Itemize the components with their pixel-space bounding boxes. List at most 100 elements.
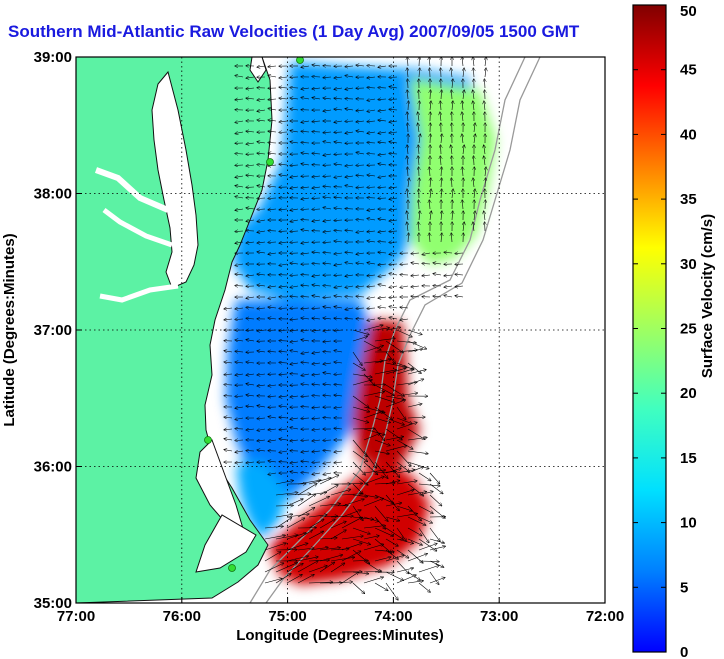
- velocity-arrow: [297, 548, 314, 551]
- velocity-arrow: [430, 189, 431, 199]
- plot-area: 77:00 76:00 75:00 74:00 73:00 72:00 39:00 38:0…: [1, 49, 624, 644]
- velocity-arrow: [400, 319, 409, 320]
- velocity-arrow: [396, 369, 414, 375]
- velocity-arrow: [268, 297, 277, 299]
- velocity-arrow: [389, 132, 398, 133]
- velocity-arrow: [374, 359, 391, 364]
- velocity-arrow: [235, 374, 244, 375]
- velocity-arrow: [389, 109, 398, 110]
- velocity-arrow: [334, 384, 343, 385]
- velocity-arrow: [323, 307, 332, 308]
- colorbar-tick-label: 25: [680, 321, 697, 338]
- velocity-arrow: [246, 307, 255, 308]
- velocity-arrow: [334, 307, 343, 308]
- velocity-arrow: [330, 489, 351, 496]
- velocity-arrow: [374, 557, 391, 562]
- velocity-arrow: [407, 467, 424, 474]
- velocity-arrow: [334, 121, 343, 122]
- velocity-arrow: [286, 533, 306, 540]
- velocity-arrow: [356, 263, 365, 264]
- velocity-arrow: [279, 264, 288, 266]
- velocity-arrow: [418, 561, 439, 562]
- velocity-arrow: [418, 544, 437, 551]
- velocity-arrow: [301, 198, 310, 199]
- velocity-arrow: [224, 351, 233, 352]
- velocity-arrow: [323, 110, 332, 111]
- velocity-arrow: [301, 396, 310, 397]
- river-york-james: [99, 283, 179, 303]
- velocity-arrow: [451, 90, 452, 100]
- velocity-arrow: [484, 101, 485, 111]
- velocity-arrow: [363, 461, 378, 475]
- velocity-arrow: [279, 396, 288, 397]
- velocity-arrow: [389, 209, 398, 210]
- velocity-arrow: [444, 252, 453, 253]
- velocity-arrow: [374, 439, 390, 446]
- grid-lines: [76, 57, 605, 603]
- velocity-arrow: [396, 568, 413, 573]
- velocity-arrow: [356, 131, 365, 132]
- velocity-arrow: [246, 362, 255, 363]
- velocity-arrow: [462, 200, 463, 210]
- velocity-arrow: [224, 439, 233, 440]
- velocity-arrow: [430, 90, 431, 100]
- velocity-arrow: [341, 517, 362, 529]
- colorbar-tick-label: 35: [680, 191, 697, 208]
- colorbar-tick-label: 30: [680, 256, 697, 273]
- velocity-arrow: [473, 90, 474, 100]
- velocity-arrow: [367, 219, 376, 221]
- velocity-arrow: [268, 440, 277, 441]
- velocity-arrow: [290, 142, 299, 143]
- velocity-arrow: [301, 340, 310, 341]
- velocity-arrow: [301, 164, 310, 165]
- velocity-arrow: [352, 495, 368, 497]
- velocity-arrow: [352, 373, 372, 377]
- velocity-arrow: [408, 178, 409, 188]
- velocity-arrow: [385, 494, 399, 511]
- velocity-arrow: [396, 329, 412, 337]
- velocity-arrow: [323, 154, 332, 155]
- velocity-arrow: [345, 76, 354, 78]
- velocity-arrow: [385, 340, 403, 353]
- velocity-arrow: [257, 66, 266, 67]
- velocity-arrow: [312, 318, 321, 319]
- velocity-arrow: [345, 252, 354, 253]
- velocity-arrow: [323, 142, 332, 144]
- velocity-arrow: [312, 176, 321, 177]
- x-tick-label: 75:00: [268, 608, 306, 625]
- velocity-arrow: [422, 275, 431, 276]
- velocity-arrow: [341, 543, 362, 551]
- velocity-arrow: [407, 167, 408, 177]
- velocity-arrow: [385, 362, 407, 367]
- velocity-arrow: [264, 535, 285, 540]
- velocity-arrow: [352, 450, 368, 462]
- velocity-arrow: [268, 99, 277, 100]
- velocity-arrow: [224, 417, 233, 418]
- velocity-arrow: [312, 374, 321, 375]
- velocity-arrow: [224, 362, 233, 363]
- velocity-arrow: [290, 109, 299, 110]
- velocity-arrow: [301, 242, 310, 243]
- radar-station-marker: [266, 158, 274, 166]
- velocity-arrow: [319, 504, 340, 507]
- velocity-arrow: [323, 473, 332, 475]
- velocity-arrow: [290, 165, 299, 166]
- velocity-arrow: [430, 178, 431, 188]
- velocity-arrow: [356, 165, 365, 166]
- velocity-arrow: [474, 189, 475, 199]
- velocity-arrow: [455, 253, 464, 254]
- velocity-arrow: [363, 346, 383, 353]
- velocity-arrow: [301, 451, 310, 452]
- velocity-arrow: [363, 340, 381, 350]
- velocity-arrow: [408, 123, 409, 133]
- velocity-arrow: [363, 516, 378, 522]
- velocity-arrow: [330, 516, 353, 517]
- velocity-arrow: [268, 307, 277, 308]
- velocity-arrow: [378, 142, 387, 143]
- velocity-arrow: [441, 233, 442, 243]
- velocity-arrow: [363, 433, 380, 441]
- velocity-arrow: [257, 231, 266, 232]
- colorbar-tick-label: 50: [680, 3, 697, 20]
- velocity-arrow: [441, 145, 442, 155]
- velocity-arrow: [484, 145, 485, 155]
